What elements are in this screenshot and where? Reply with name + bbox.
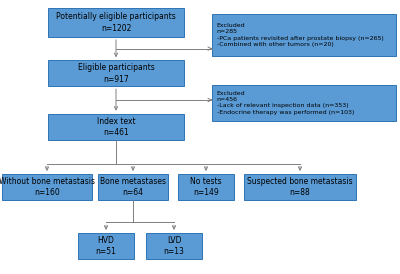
FancyBboxPatch shape <box>212 85 396 121</box>
Text: Bone metastases
n=64: Bone metastases n=64 <box>100 177 166 197</box>
Text: Excluded
n=456
-Lack of relevant inspection data (n=353)
-Endocrine therapy was : Excluded n=456 -Lack of relevant inspect… <box>217 91 354 115</box>
FancyBboxPatch shape <box>48 114 184 140</box>
Text: HVD
n=51: HVD n=51 <box>96 236 116 256</box>
FancyBboxPatch shape <box>78 233 134 259</box>
FancyBboxPatch shape <box>48 60 184 86</box>
Text: Excluded
n=285
-PCa patients revisited after prostate biopsy (n=265)
-Combined w: Excluded n=285 -PCa patients revisited a… <box>217 23 384 47</box>
FancyBboxPatch shape <box>212 14 396 56</box>
FancyBboxPatch shape <box>48 8 184 37</box>
Text: Eligible participants
n=917: Eligible participants n=917 <box>78 63 154 84</box>
Text: Suspected bone metastasis
n=88: Suspected bone metastasis n=88 <box>247 177 353 197</box>
FancyBboxPatch shape <box>98 174 168 200</box>
FancyBboxPatch shape <box>2 174 92 200</box>
Text: Potentially eligible participants
n=1202: Potentially eligible participants n=1202 <box>56 12 176 33</box>
Text: LVD
n=13: LVD n=13 <box>164 236 184 256</box>
FancyBboxPatch shape <box>178 174 234 200</box>
FancyBboxPatch shape <box>244 174 356 200</box>
FancyBboxPatch shape <box>146 233 202 259</box>
Text: No tests
n=149: No tests n=149 <box>190 177 222 197</box>
Text: Without bone metastasis
n=160: Without bone metastasis n=160 <box>0 177 95 197</box>
Text: Index text
n=461: Index text n=461 <box>97 116 135 137</box>
